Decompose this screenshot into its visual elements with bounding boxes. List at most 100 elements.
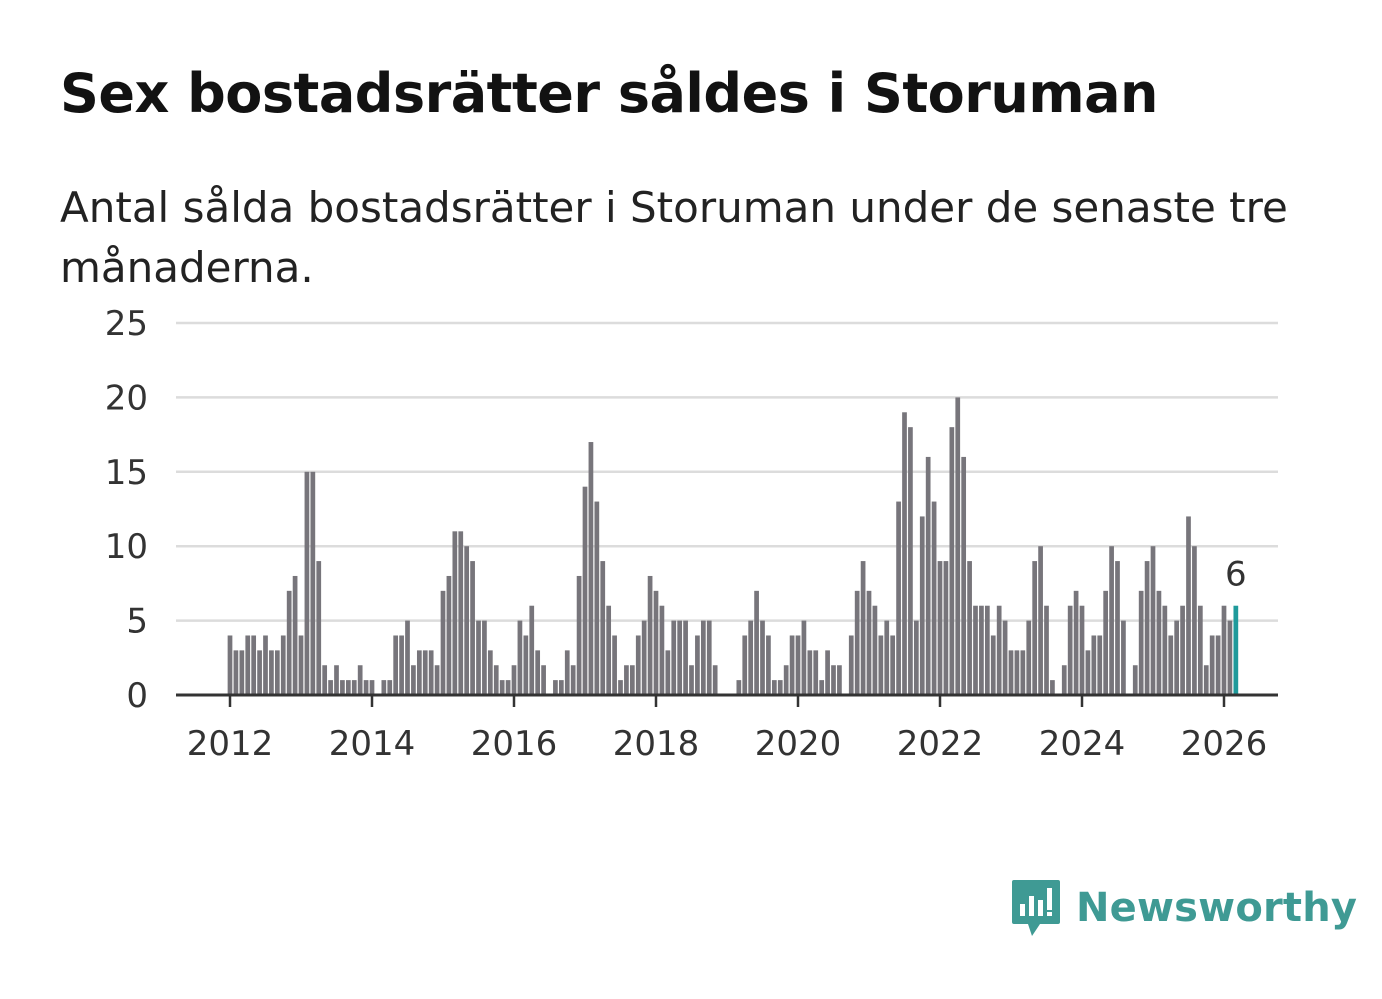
bar [387, 680, 393, 695]
bar [257, 650, 262, 695]
brand-name: Newsworthy [1076, 885, 1358, 931]
chart-subtitle: Antal sålda bostadsrätter i Storuman und… [60, 183, 1288, 292]
bar [334, 665, 339, 695]
highlight-data-label: 6 [1225, 555, 1247, 595]
bar [428, 650, 434, 695]
x-tick-label: 2018 [613, 724, 700, 764]
bar [1050, 680, 1055, 695]
bar [523, 635, 529, 695]
bar [996, 605, 1002, 695]
bar [896, 501, 901, 695]
bar [493, 665, 499, 695]
bar [913, 620, 919, 695]
bar [1091, 635, 1097, 695]
x-tick-label: 2026 [1181, 724, 1268, 764]
bar [369, 680, 375, 695]
bar [251, 635, 257, 695]
bar [263, 635, 268, 695]
bar [783, 665, 789, 695]
bar [878, 635, 884, 695]
bar [1132, 665, 1138, 695]
bar [345, 680, 351, 695]
bar [351, 680, 357, 695]
bar [464, 546, 470, 695]
bar [1174, 620, 1180, 695]
bar [700, 620, 706, 695]
bar [712, 665, 718, 695]
bar [837, 665, 842, 695]
bar [541, 665, 546, 695]
bar [1097, 635, 1103, 695]
bar [990, 635, 996, 695]
bar [979, 605, 984, 695]
bar [606, 605, 612, 695]
bar [908, 427, 913, 695]
bars [227, 397, 1239, 695]
y-tick-label: 25 [105, 304, 148, 344]
bar [1209, 635, 1215, 695]
bar [866, 590, 872, 695]
bar-highlight [1233, 605, 1239, 695]
bar [1197, 605, 1203, 695]
bar [760, 620, 765, 695]
bar [671, 620, 677, 695]
bar [1085, 650, 1091, 695]
bar [487, 650, 493, 695]
bar [363, 680, 369, 695]
bar [1002, 620, 1008, 695]
bar [411, 665, 416, 695]
bar [653, 590, 659, 695]
x-axis-ticks [228, 695, 1226, 707]
bar [1227, 620, 1233, 695]
bar [434, 665, 440, 695]
bar [831, 665, 836, 695]
bar [446, 575, 452, 695]
bar [529, 605, 535, 695]
bar [748, 620, 754, 695]
bar [570, 665, 576, 695]
bar [766, 635, 771, 695]
bar [476, 620, 481, 695]
bar [227, 635, 233, 695]
x-tick-label: 2024 [1039, 724, 1126, 764]
bar [931, 501, 937, 695]
bar [1144, 561, 1150, 695]
bar [677, 620, 683, 695]
bar [819, 680, 825, 695]
bar [357, 665, 363, 695]
bar [286, 590, 292, 695]
bar [269, 650, 274, 695]
bar [558, 680, 564, 695]
bar [961, 456, 967, 695]
bar [949, 427, 955, 695]
bar [1162, 605, 1168, 695]
bar [967, 561, 972, 695]
bar [1215, 635, 1221, 695]
y-axis-labels: 0 5 10 15 20 25 [105, 304, 148, 716]
newsworthy-brand: Newsworthy [1010, 878, 1357, 938]
bar [884, 620, 890, 695]
bar [789, 635, 795, 695]
bar [919, 516, 925, 695]
bar [1138, 590, 1144, 695]
bar [470, 561, 475, 695]
bar [955, 397, 961, 695]
bar [1192, 546, 1197, 695]
bar [943, 561, 949, 695]
y-tick-label: 20 [105, 378, 148, 418]
bar [1044, 605, 1049, 695]
bar [1221, 605, 1227, 695]
bar [340, 680, 345, 695]
bar [1014, 650, 1020, 695]
bar [535, 650, 541, 695]
bar [564, 650, 570, 695]
bar [706, 620, 712, 695]
bar [422, 650, 428, 695]
bar [310, 471, 316, 695]
bar [245, 635, 251, 695]
bar [505, 680, 511, 695]
bar [659, 605, 665, 695]
bar [1079, 605, 1085, 695]
bar [777, 680, 783, 695]
bar [925, 456, 931, 695]
